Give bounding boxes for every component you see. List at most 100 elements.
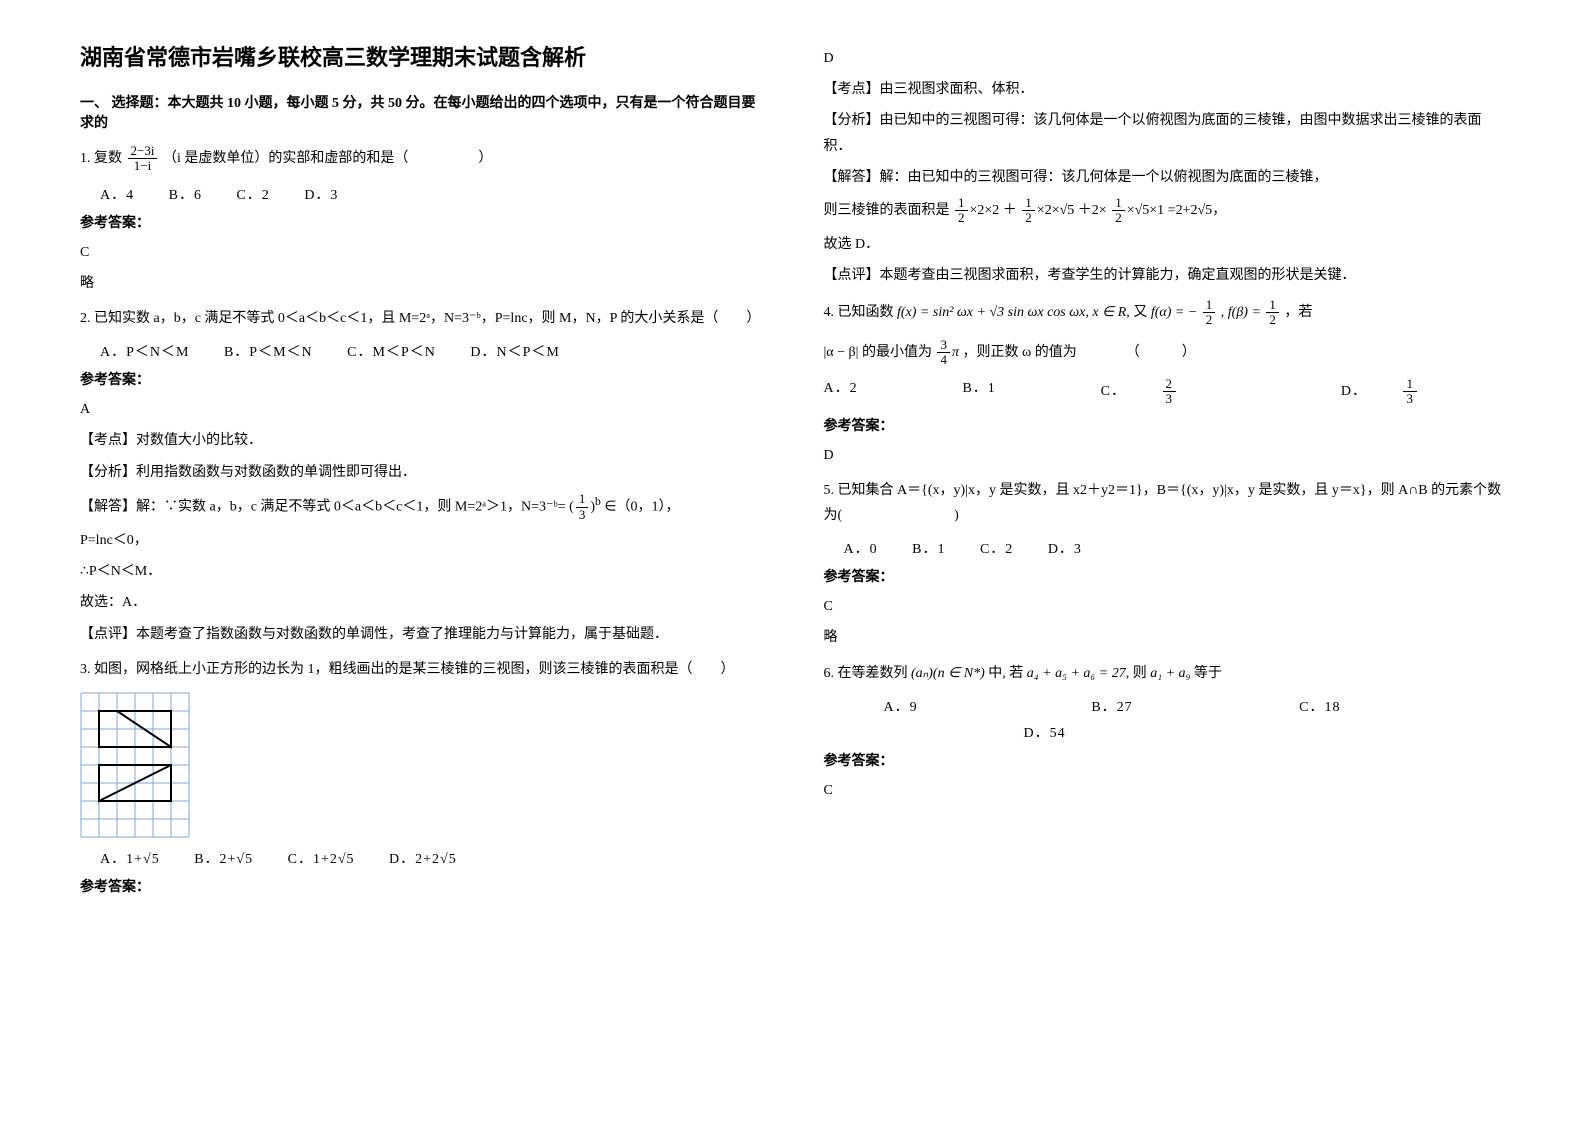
q3-t1d: 2	[955, 211, 968, 225]
q4-three-d: 4	[937, 353, 950, 367]
q4-fx: f(x) = sin² ωx + √3 sin ωx cos ωx, x ∈ R…	[897, 305, 1130, 320]
q4-d-n: 1	[1403, 377, 1417, 392]
question-1: 1. 复数 2−3i 1−i （i 是虚数单位）的实部和虚部的和是（ ）	[80, 144, 764, 174]
q4-pi: π	[952, 345, 959, 360]
q4-c-n: 2	[1163, 377, 1177, 392]
q1-options: A．4 B．6 C．2 D．3	[100, 184, 764, 204]
q5-answer: C	[824, 594, 1508, 619]
q4-l2-post: ，则正数 ω 的值为 （ ）	[962, 345, 1195, 360]
q4-opt-b: B．1	[962, 377, 995, 407]
q3-t2d: 2	[1022, 211, 1035, 225]
question-5: 5. 已知集合 A＝{(x，y)|x，y 是实数，且 x2＋y2＝1}，B＝{(…	[824, 478, 1508, 528]
q6-mid: 中, 若	[988, 666, 1023, 681]
q2-solve2: P=lnc＜0，	[80, 528, 764, 553]
q3-t1n: 1	[955, 196, 968, 211]
q4-opt-a: A．2	[824, 377, 858, 407]
q2-opt-a: A．P＜N＜M	[100, 341, 189, 361]
q2-solve-exp: b	[595, 495, 601, 508]
q4-fa: f(α) = −	[1151, 305, 1197, 320]
q3-plus2: ＋2×	[1078, 203, 1107, 218]
q4-three-quarter: 34	[937, 338, 950, 368]
q6-tail: 等于	[1194, 666, 1222, 681]
q1-note: 略	[80, 271, 764, 296]
q6-answer-label: 参考答案：	[824, 750, 1508, 770]
q2-solve3: ∴P＜N＜M．	[80, 559, 764, 584]
q1-frac-num: 2−3i	[128, 144, 158, 159]
q6-opt-a: A．9	[884, 696, 1062, 716]
q2-options: A．P＜N＜M B．P＜M＜N C．M＜P＜N D．N＜P＜M	[100, 341, 764, 361]
q3-t2m: ×2×√5	[1037, 203, 1074, 218]
q3-t3m: ×√5×1	[1127, 203, 1164, 218]
q4-half1: 12	[1203, 298, 1216, 328]
q1-opt-c: C．2	[236, 184, 269, 204]
q4-opt-c: C． 23	[1101, 377, 1236, 407]
q4-line2: |α − β| 的最小值为 34π ，则正数 ω 的值为 （ ）	[824, 338, 1508, 368]
q2-opt-d: D．N＜P＜M	[470, 341, 559, 361]
q1-frac-den: 1−i	[128, 159, 158, 173]
q3-t1m: ×2×2	[970, 203, 1000, 218]
q4-opt-d: D． 13	[1341, 377, 1477, 407]
q4-opt-d-frac: 13	[1403, 377, 1447, 407]
q2-solve-line1: 【解答】解：∵实数 a，b，c 满足不等式 0＜a＜b＜c＜1，则 M=2ᵃ＞1…	[80, 491, 764, 522]
q4-c-d: 3	[1163, 392, 1177, 406]
q6-opt-c: C．18	[1299, 696, 1477, 716]
q5-answer-label: 参考答案：	[824, 566, 1508, 586]
q2-solve-frac-n: 1	[576, 492, 589, 507]
q3-comment: 【点评】本题考查由三视图求面积，考查学生的计算能力，确定直观图的形状是关键．	[824, 263, 1508, 288]
q2-solve1-text: 【解答】解：∵实数 a，b，c 满足不等式 0＜a＜b＜c＜1，则 M=2ᵃ＞1…	[80, 499, 569, 514]
q2-answer: A	[80, 397, 764, 422]
q4-tail0: ，若	[1284, 305, 1312, 320]
q3-t3d: 2	[1112, 211, 1125, 225]
q4-three-n: 3	[937, 338, 950, 353]
q3-options: A．1+√5 B．2+√5 C．1+2√5 D．2+2√5	[100, 848, 764, 868]
q3-opt-a: A．1+√5	[100, 848, 160, 868]
q3-three-view-svg	[80, 692, 190, 838]
section-1-heading: 一、 选择题：本大题共 10 小题，每小题 5 分，共 50 分。在每小题给出的…	[80, 92, 764, 132]
q1-answer-label: 参考答案：	[80, 212, 764, 232]
q6-answer: C	[824, 778, 1508, 803]
q4-half1-d: 2	[1203, 313, 1216, 327]
q5-opt-c: C．2	[980, 538, 1013, 558]
q3-opt-c: C．1+2√5	[288, 848, 355, 868]
q1-stem-post: （i 是虚数单位）的实部和虚部的和是（ ）	[163, 151, 492, 166]
q4-opt-d-pre: D．	[1341, 380, 1367, 400]
q4-half2: 12	[1266, 298, 1279, 328]
q6-opt-b: B．27	[1091, 696, 1269, 716]
q3-solve-expr: 则三棱锥的表面积是 12×2×2 ＋ 12×2×√5 ＋2× 12×√5×1 =…	[824, 196, 1508, 226]
q6-then: 则	[1133, 666, 1147, 681]
q4-options: A．2 B．1 C． 23 D． 13	[824, 377, 1508, 407]
q4-half2-d: 2	[1266, 313, 1279, 327]
q3-t2n: 1	[1022, 196, 1035, 211]
q3-plus1: ＋	[1003, 203, 1017, 218]
q5-note: 略	[824, 625, 1508, 650]
q3-t3n: 1	[1112, 196, 1125, 211]
q4-half1-n: 1	[1203, 298, 1216, 313]
q2-solve-tail: ∈（0，1），	[604, 499, 679, 514]
q1-fraction: 2−3i 1−i	[128, 144, 158, 174]
q3-t2-frac: 12	[1022, 196, 1035, 226]
q5-opt-d: D．3	[1048, 538, 1082, 558]
q1-opt-b: B．6	[169, 184, 202, 204]
q5-opt-a: A．0	[844, 538, 878, 558]
q4-half2-n: 1	[1266, 298, 1279, 313]
q5-opt-b: B．1	[912, 538, 945, 558]
q3-point: 【考点】由三视图求面积、体积．	[824, 77, 1508, 102]
q1-answer: C	[80, 240, 764, 265]
q2-opt-c: C．M＜P＜N	[347, 341, 436, 361]
q4-pre: 4. 已知函数	[824, 305, 898, 320]
q2-solve4: 故选：A．	[80, 590, 764, 615]
q6-options-2: D．54	[1024, 722, 1508, 742]
q4-answer-label: 参考答案：	[824, 415, 1508, 435]
q2-answer-label: 参考答案：	[80, 369, 764, 389]
q6-cond: a₄ + a₅ + a₆ = 27,	[1027, 666, 1129, 681]
q2-analysis: 【分析】利用指数函数与对数函数的单调性即可得出．	[80, 460, 764, 485]
q6-options: A．9 B．27 C．18	[884, 696, 1508, 716]
q2-opt-b: B．P＜M＜N	[224, 341, 313, 361]
q3-opt-d: D．2+2√5	[389, 848, 457, 868]
q6-seq: (aₙ)(n ∈ N*)	[911, 666, 985, 681]
q3-expr-pre: 则三棱锥的表面积是	[824, 203, 954, 218]
q3-t3-frac: 12	[1112, 196, 1125, 226]
q1-stem-pre: 1. 复数	[80, 151, 126, 166]
q6-opt-d: D．54	[1024, 722, 1066, 742]
q2-solve-frac: 1 3	[576, 492, 589, 522]
